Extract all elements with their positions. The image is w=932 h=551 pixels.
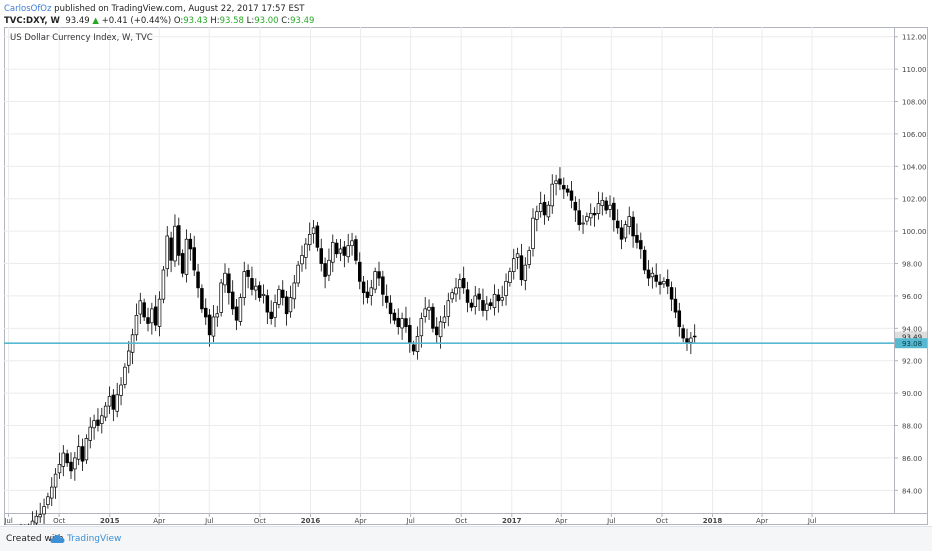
candle[interactable] bbox=[124, 363, 127, 388]
x-tick-label: Apr bbox=[354, 517, 366, 525]
chart-border bbox=[5, 28, 928, 525]
y-tick-label: 92.00 bbox=[902, 358, 922, 366]
x-tick-label: Jul bbox=[204, 517, 214, 525]
x-tick-label: Jul bbox=[807, 517, 817, 525]
last-price: 93.49 bbox=[65, 16, 89, 26]
x-tick-label: Apr bbox=[756, 517, 768, 525]
close-label: C: bbox=[281, 16, 290, 26]
candle[interactable] bbox=[201, 284, 204, 313]
candle[interactable] bbox=[85, 434, 88, 463]
y-tick-label: 108.00 bbox=[902, 99, 927, 107]
chart-title: US Dollar Currency Index, W, TVC bbox=[10, 33, 153, 43]
tradingview-brand[interactable]: TradingView bbox=[67, 534, 121, 544]
x-tick-label: Oct bbox=[455, 517, 467, 525]
y-tick-label: 104.00 bbox=[902, 163, 927, 171]
footer: Created with TradingView bbox=[0, 526, 932, 551]
candle[interactable] bbox=[432, 303, 435, 332]
x-tick-label: Apr bbox=[153, 517, 165, 525]
x-tick-label: Oct bbox=[53, 517, 65, 525]
candle[interactable] bbox=[220, 279, 223, 317]
x-tick-label: Jul bbox=[606, 517, 616, 525]
y-tick-label: 100.00 bbox=[902, 228, 927, 236]
high-label: H: bbox=[210, 16, 219, 26]
change-arrow-icon: ▲ bbox=[92, 16, 99, 26]
published-text: published on TradingView.com, August 22,… bbox=[54, 4, 304, 14]
x-tick-label: Apr bbox=[555, 517, 567, 525]
candle[interactable] bbox=[643, 246, 646, 274]
y-tick-label: 96.00 bbox=[902, 293, 922, 301]
candle[interactable] bbox=[162, 266, 165, 303]
candle[interactable] bbox=[239, 293, 242, 325]
x-tick-label: Oct bbox=[254, 517, 266, 525]
x-tick-label: Oct bbox=[656, 517, 668, 525]
close-value: 93.49 bbox=[290, 16, 314, 26]
author-link[interactable]: CarlosOfOz bbox=[4, 4, 51, 14]
y-tick-label: 112.00 bbox=[902, 34, 927, 42]
price-change: +0.41 (+0.44%) bbox=[102, 16, 172, 26]
price-chart[interactable]: 84.0086.0088.0090.0092.0094.0096.0098.00… bbox=[4, 27, 928, 525]
candle[interactable] bbox=[355, 235, 358, 264]
y-tick-label: 110.00 bbox=[902, 66, 927, 74]
high-value: 93.58 bbox=[220, 16, 244, 26]
support-price-tag: 93.08 bbox=[895, 338, 927, 348]
open-value: 93.43 bbox=[183, 16, 207, 26]
open-label: O: bbox=[174, 16, 183, 26]
price-tag-label: 93.08 bbox=[902, 340, 922, 348]
candle[interactable] bbox=[316, 222, 319, 251]
y-tick-label: 84.00 bbox=[902, 487, 922, 495]
x-tick-label: Jul bbox=[4, 517, 13, 525]
tradingview-cloud-icon[interactable] bbox=[50, 533, 65, 544]
x-tick-label: Jul bbox=[405, 517, 415, 525]
y-tick-label: 90.00 bbox=[902, 390, 922, 398]
low-value: 93.00 bbox=[254, 16, 278, 26]
x-tick-label: 2016 bbox=[301, 517, 321, 525]
x-tick-label: 2015 bbox=[100, 517, 120, 525]
candle[interactable] bbox=[181, 249, 184, 277]
candle[interactable] bbox=[297, 261, 300, 287]
x-tick-label: 2017 bbox=[502, 517, 522, 525]
y-tick-label: 106.00 bbox=[902, 131, 927, 139]
y-tick-label: 98.00 bbox=[902, 261, 922, 269]
ohlc-line: TVC:DXY, W 93.49 ▲ +0.41 (+0.44%) O:93.4… bbox=[4, 15, 314, 27]
y-tick-label: 88.00 bbox=[902, 423, 922, 431]
symbol-label: TVC:DXY, W bbox=[4, 16, 60, 26]
candle[interactable] bbox=[374, 268, 377, 294]
chart-header: CarlosOfOz published on TradingView.com,… bbox=[4, 3, 314, 27]
y-tick-label: 102.00 bbox=[902, 196, 927, 204]
y-tick-label: 86.00 bbox=[902, 455, 922, 463]
publish-line: CarlosOfOz published on TradingView.com,… bbox=[4, 3, 314, 15]
x-tick-label: 2018 bbox=[703, 517, 723, 525]
